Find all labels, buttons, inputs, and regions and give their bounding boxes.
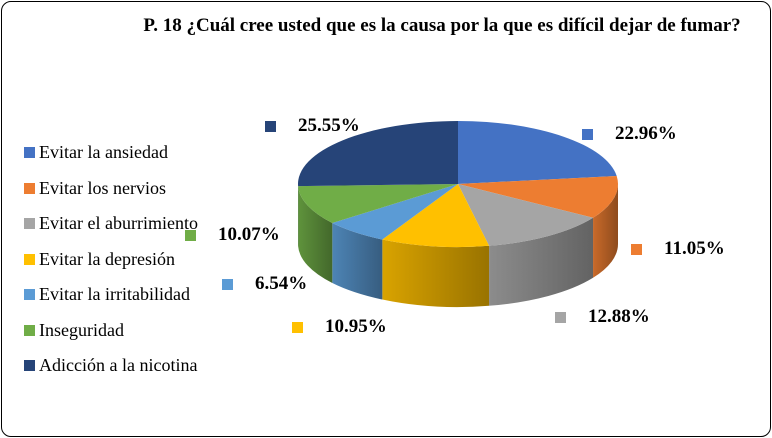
legend-label: Evitar la irritabilidad [39, 284, 190, 305]
chart-title: P. 18 ¿Cuál cree usted que es la causa p… [143, 15, 741, 36]
pie-slice-side [382, 239, 490, 308]
data-label-text: 10.95% [325, 316, 387, 337]
data-label-text: 25.55% [298, 115, 360, 136]
pie-slice-evitar-la-irritabilidad [332, 184, 458, 240]
data-label-text: 11.05% [664, 238, 725, 259]
legend-swatch [24, 324, 35, 336]
data-label-text: 22.96% [615, 123, 677, 144]
data-label: 10.95% [292, 316, 387, 338]
legend-item: Evitar los nervios [24, 171, 198, 207]
legend-swatch [24, 253, 35, 265]
legend-label: Inseguridad [39, 319, 124, 340]
data-label-text: 6.54% [255, 273, 308, 294]
pie-slice-side [332, 222, 383, 300]
pie-slice-side [489, 217, 594, 306]
pie-slice-side [593, 184, 618, 278]
legend-swatch [24, 182, 35, 194]
legend-item: Evitar la depresión [24, 242, 198, 278]
legend-label: Evitar la ansiedad [39, 142, 168, 163]
legend-swatch [24, 147, 35, 159]
legend-item: Adicción a la nicotina [24, 348, 198, 384]
data-label-marker [185, 229, 196, 241]
pie-slice-evitar-la-ansiedad [458, 121, 617, 184]
data-label-marker [292, 321, 303, 333]
legend-item: Evitar la ansiedad [24, 135, 198, 171]
pie-slice-evitar-los-nervios [458, 175, 618, 218]
legend-item: Evitar el aburrimiento [24, 206, 198, 242]
data-label-marker [582, 128, 593, 140]
data-label-marker [631, 243, 642, 255]
legend-label: Evitar los nervios [39, 177, 166, 198]
data-label-text: 12.88% [588, 306, 650, 327]
pie-slice-evitar-la-depresi-n [382, 184, 490, 247]
pie-slice-side [298, 186, 333, 283]
data-label: 11.05% [631, 238, 725, 260]
data-label-marker [555, 311, 566, 323]
legend: Evitar la ansiedad Evitar los nervios Evit… [24, 135, 198, 384]
legend-swatch [24, 218, 35, 230]
legend-item: Evitar la irritabilidad [24, 277, 198, 313]
data-label-text: 10.07% [218, 224, 280, 245]
data-label-marker [222, 278, 233, 290]
data-label: 25.55% [265, 115, 360, 137]
data-label-marker [265, 120, 276, 132]
legend-label: Adicción a la nicotina [39, 355, 198, 376]
data-label: 22.96% [582, 123, 677, 145]
pie-slice-inseguridad [298, 184, 458, 223]
data-label: 6.54% [222, 273, 307, 295]
pie-slice-adicci-n-a-la-nicotina [298, 121, 458, 187]
legend-item: Inseguridad [24, 313, 198, 349]
data-label: 12.88% [555, 306, 650, 328]
legend-label: Evitar el aburrimiento [39, 213, 198, 234]
legend-swatch [24, 289, 35, 301]
legend-label: Evitar la depresión [39, 248, 175, 269]
legend-swatch [24, 360, 35, 372]
pie-slice-evitar-el-aburrimiento [458, 184, 594, 246]
data-label: 10.07% [185, 224, 280, 246]
